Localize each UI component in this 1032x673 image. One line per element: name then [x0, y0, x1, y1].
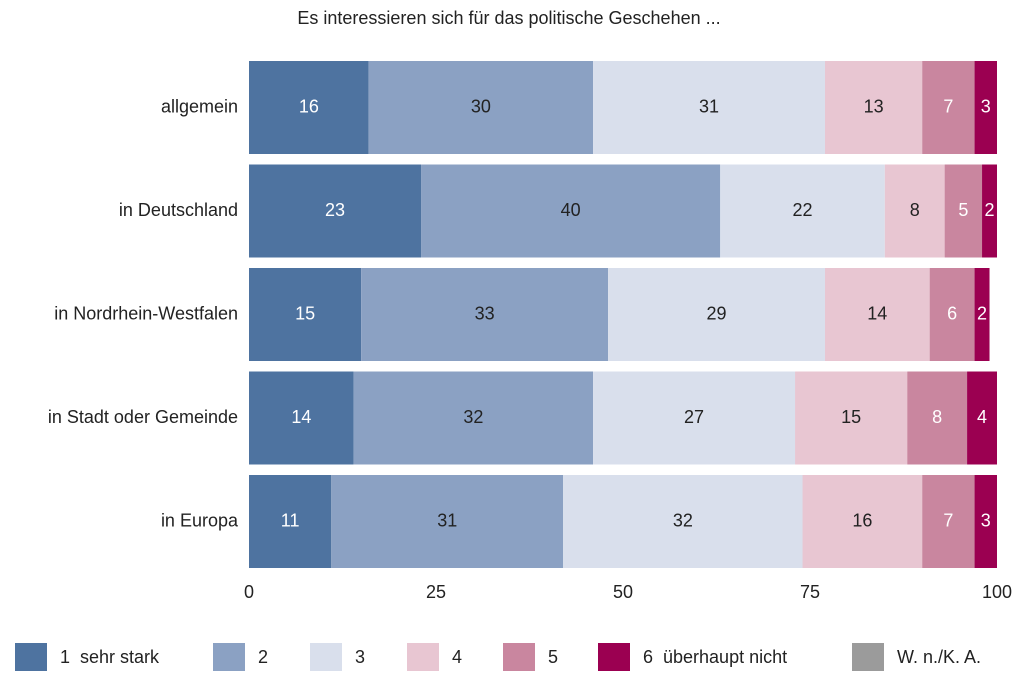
bar-segment: [974, 61, 997, 154]
legend-swatch: [598, 643, 630, 671]
legend-label: 2: [258, 647, 268, 667]
legend-swatch: [213, 643, 245, 671]
data-label: 5: [958, 200, 968, 220]
bar-segment: [331, 475, 564, 568]
data-label: 33: [475, 303, 495, 323]
bar-segment: [929, 268, 975, 361]
legend-swatch: [852, 643, 884, 671]
bar-segment: [249, 475, 332, 568]
bar-segment: [563, 475, 803, 568]
y-tick-label: in Nordrhein-Westfalen: [54, 303, 238, 323]
legend-label: 4: [452, 647, 462, 667]
legend-label: 6 überhaupt nicht: [643, 647, 787, 667]
data-label: 13: [864, 96, 884, 116]
bar-segment: [249, 268, 362, 361]
bar-segment: [249, 61, 369, 154]
bar-segment: [922, 475, 975, 568]
y-tick-label: allgemein: [161, 96, 238, 116]
bar-segment: [361, 268, 609, 361]
legend-label: 1 sehr stark: [60, 647, 160, 667]
legend-swatch: [407, 643, 439, 671]
bar-segment: [824, 61, 923, 154]
x-tick-label: 25: [426, 582, 446, 602]
data-label: 2: [985, 200, 995, 220]
legend-swatch: [503, 643, 535, 671]
bar-segment: [944, 164, 983, 258]
data-label: 16: [852, 510, 872, 530]
bar-segment: [368, 61, 594, 154]
data-label: 16: [299, 96, 319, 116]
legend-swatch: [15, 643, 47, 671]
data-label: 2: [977, 303, 987, 323]
data-label: 32: [673, 510, 693, 530]
data-label: 31: [699, 96, 719, 116]
bar-segment: [884, 164, 945, 258]
data-label: 14: [867, 303, 887, 323]
bar-segment: [974, 475, 997, 568]
bar-segment: [608, 268, 825, 361]
data-label: 3: [981, 510, 991, 530]
legend-swatch: [310, 643, 342, 671]
legend-label: W. n./K. A.: [897, 647, 981, 667]
bar-segment: [249, 371, 354, 465]
data-label: 14: [291, 407, 311, 427]
data-label: 3: [981, 96, 991, 116]
x-tick-label: 0: [244, 582, 254, 602]
bar-segment: [967, 371, 997, 465]
data-label: 40: [561, 200, 581, 220]
bar-segment: [249, 164, 422, 258]
bar-segment: [907, 371, 968, 465]
y-tick-label: in Stadt oder Gemeinde: [48, 407, 238, 427]
legend-label: 5: [548, 647, 558, 667]
x-tick-label: 100: [982, 582, 1012, 602]
data-label: 23: [325, 200, 345, 220]
bar-segment: [593, 371, 796, 465]
data-label: 22: [793, 200, 813, 220]
data-label: 15: [295, 303, 315, 323]
bar-segment: [922, 61, 975, 154]
y-tick-label: in Deutschland: [119, 200, 238, 220]
x-tick-label: 75: [800, 582, 820, 602]
bar-segment: [593, 61, 825, 154]
data-label: 4: [977, 407, 987, 427]
x-tick-label: 50: [613, 582, 633, 602]
bar-segment: [824, 268, 930, 361]
data-label: 8: [910, 200, 920, 220]
bar-segment: [802, 475, 923, 568]
bar-segment: [795, 371, 908, 465]
bar-segment: [353, 371, 594, 465]
data-label: 7: [943, 96, 953, 116]
y-tick-label: in Europa: [161, 510, 239, 530]
chart-title: Es interessieren sich für das politische…: [297, 8, 720, 28]
data-label: 27: [684, 407, 704, 427]
data-label: 29: [706, 303, 726, 323]
legend-label: 3: [355, 647, 365, 667]
data-label: 30: [471, 96, 491, 116]
data-label: 8: [932, 407, 942, 427]
data-label: 7: [943, 510, 953, 530]
data-label: 32: [463, 407, 483, 427]
data-label: 15: [841, 407, 861, 427]
bar-segment: [982, 164, 997, 258]
data-label: 6: [947, 303, 957, 323]
bar-segment: [974, 268, 990, 361]
data-label: 31: [437, 510, 457, 530]
bar-segment: [720, 164, 885, 258]
bar-segment: [421, 164, 721, 258]
data-label: 11: [281, 510, 300, 530]
